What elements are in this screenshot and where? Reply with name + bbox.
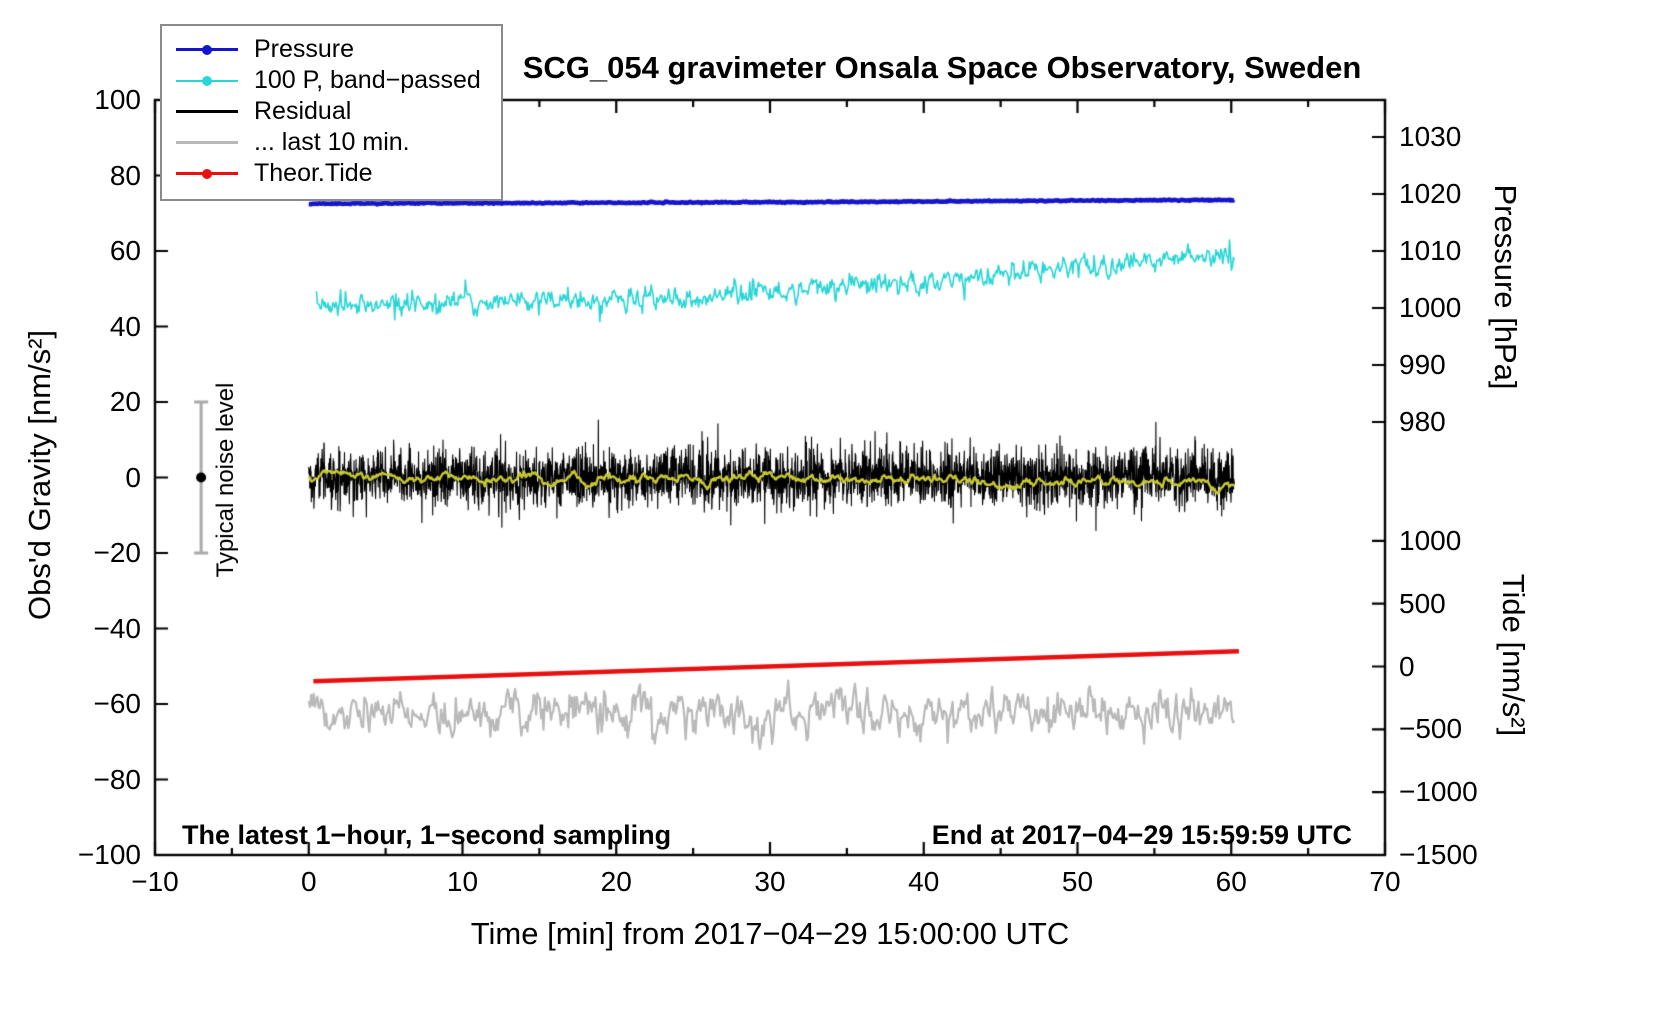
tick-label: 10 xyxy=(446,866,479,897)
tick-label: 80 xyxy=(109,159,141,191)
tick-label: 20 xyxy=(600,866,632,897)
legend-item: ... last 10 min. xyxy=(176,128,481,156)
y-axis-label-gravity: Obs'd Gravity [nm/s²] xyxy=(22,329,57,621)
tick-label: 20 xyxy=(109,386,141,417)
legend-label: Residual xyxy=(254,97,352,125)
legend: Pressure 100 P, band−passed Residual ... la… xyxy=(160,24,503,201)
tick-label: 1030 xyxy=(1399,120,1462,152)
legend-marker xyxy=(176,137,238,149)
legend-item: Residual xyxy=(176,97,481,125)
tick-label: 30 xyxy=(754,866,786,897)
x-axis-label: Time [min] from 2017−04−29 15:00:00 UTC xyxy=(470,916,1070,951)
tick-label: 980 xyxy=(1399,406,1446,437)
noise-level-label: Typical noise level xyxy=(212,382,239,578)
legend-item: Theor.Tide xyxy=(176,159,481,187)
tick-label: −100 xyxy=(77,839,141,870)
tick-label: 1020 xyxy=(1399,177,1462,209)
tick-label: 0 xyxy=(1399,650,1415,682)
legend-label: 100 P, band−passed xyxy=(254,66,481,94)
legend-item: 100 P, band−passed xyxy=(176,66,481,94)
legend-label: ... last 10 min. xyxy=(254,128,410,156)
legend-marker xyxy=(176,75,238,87)
end-time-note: End at 2017−04−29 15:59:59 UTC xyxy=(931,820,1352,850)
tick-label: −500 xyxy=(1399,713,1463,745)
tick-label: −20 xyxy=(93,537,142,568)
tick-label: 40 xyxy=(109,310,141,342)
y-axis-label-tide: Tide [nm/s²] xyxy=(1496,573,1531,737)
tick-label: 1010 xyxy=(1399,235,1462,266)
legend-item: Pressure xyxy=(176,35,481,63)
tick-label: 50 xyxy=(1061,866,1094,897)
sampling-note: The latest 1−hour, 1−second sampling xyxy=(182,820,672,850)
tick-label: −10 xyxy=(131,866,179,897)
legend-label: Pressure xyxy=(254,35,355,63)
tick-label: 990 xyxy=(1399,349,1446,380)
tick-label: 1000 xyxy=(1399,292,1462,323)
tick-label: −1000 xyxy=(1399,776,1478,808)
legend-marker xyxy=(176,168,238,180)
chart-title: SCG_054 gravimeter Onsala Space Observat… xyxy=(522,50,1362,85)
tick-label: 100 xyxy=(94,84,141,115)
tick-label: −60 xyxy=(93,688,142,719)
legend-marker xyxy=(176,106,238,118)
y-axis-label-pressure: Pressure [hPa] xyxy=(1488,184,1523,390)
tick-label: 500 xyxy=(1399,587,1446,619)
tick-label: −80 xyxy=(93,763,142,795)
tick-label: 0 xyxy=(300,866,317,897)
tick-label: 1000 xyxy=(1399,524,1462,556)
tick-label: 70 xyxy=(1369,866,1401,897)
legend-marker xyxy=(176,44,238,56)
tick-label: 40 xyxy=(908,866,940,897)
tick-label: 0 xyxy=(125,461,141,493)
tick-label: 60 xyxy=(109,235,141,266)
tick-label: −40 xyxy=(93,612,142,644)
tick-label: −1500 xyxy=(1399,839,1478,870)
tick-label: 60 xyxy=(1215,866,1247,897)
legend-label: Theor.Tide xyxy=(254,159,373,187)
